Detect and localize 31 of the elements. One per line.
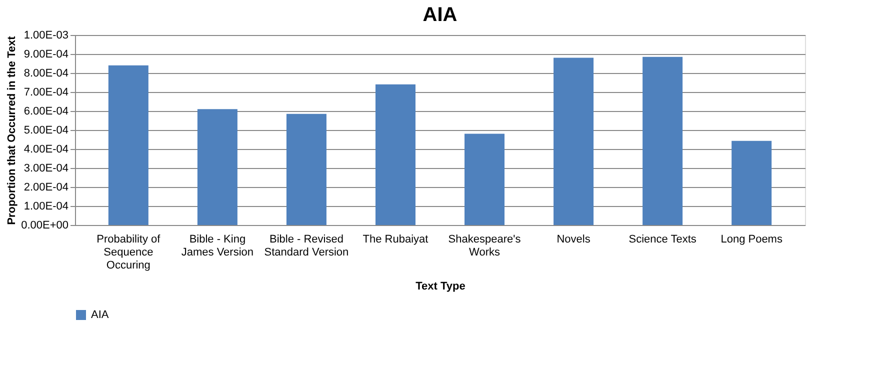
x-tick-label: Novels	[556, 234, 591, 246]
y-axis-title: Proportion that Occurred in the Text	[6, 36, 18, 225]
chart-title: AIA	[422, 4, 458, 26]
y-tick-label: 9.00E-04	[24, 48, 68, 60]
x-tick-label: Bible - Revised Standard Version	[264, 234, 349, 258]
bar	[554, 58, 594, 225]
y-tick-label: 1.00E-04	[24, 200, 68, 212]
y-tick-label: 0.00E+00	[21, 220, 68, 232]
bar	[197, 109, 238, 225]
y-tick-label: 1.00E-03	[24, 30, 68, 42]
x-axis-title: Text Type	[416, 280, 466, 292]
x-tick-label: Bible - King James Version	[181, 234, 254, 258]
bar	[375, 84, 416, 225]
bar	[286, 114, 326, 225]
bar	[642, 56, 683, 225]
y-tick-label: 2.00E-04	[24, 182, 68, 194]
y-tick-label: 8.00E-04	[24, 68, 68, 80]
y-tick-label: 5.00E-04	[24, 124, 68, 136]
x-tick-label: Long Poems	[720, 234, 783, 246]
x-tick-label: Probability of Sequence Occuring	[96, 234, 162, 272]
y-tick-label: 3.00E-04	[24, 162, 68, 174]
y-tick-label: 4.00E-04	[24, 144, 68, 156]
bar	[108, 65, 148, 225]
x-tick-label: Science Texts	[628, 234, 697, 246]
x-tick-label: The Rubaiyat	[362, 234, 428, 246]
bar	[732, 140, 772, 225]
y-tick-label: 6.00E-04	[24, 106, 68, 118]
bar	[464, 134, 505, 225]
y-tick-label: 7.00E-04	[24, 86, 68, 98]
legend-label: AIA	[91, 309, 110, 321]
x-tick-label: Shakespeare's Works	[448, 234, 522, 258]
